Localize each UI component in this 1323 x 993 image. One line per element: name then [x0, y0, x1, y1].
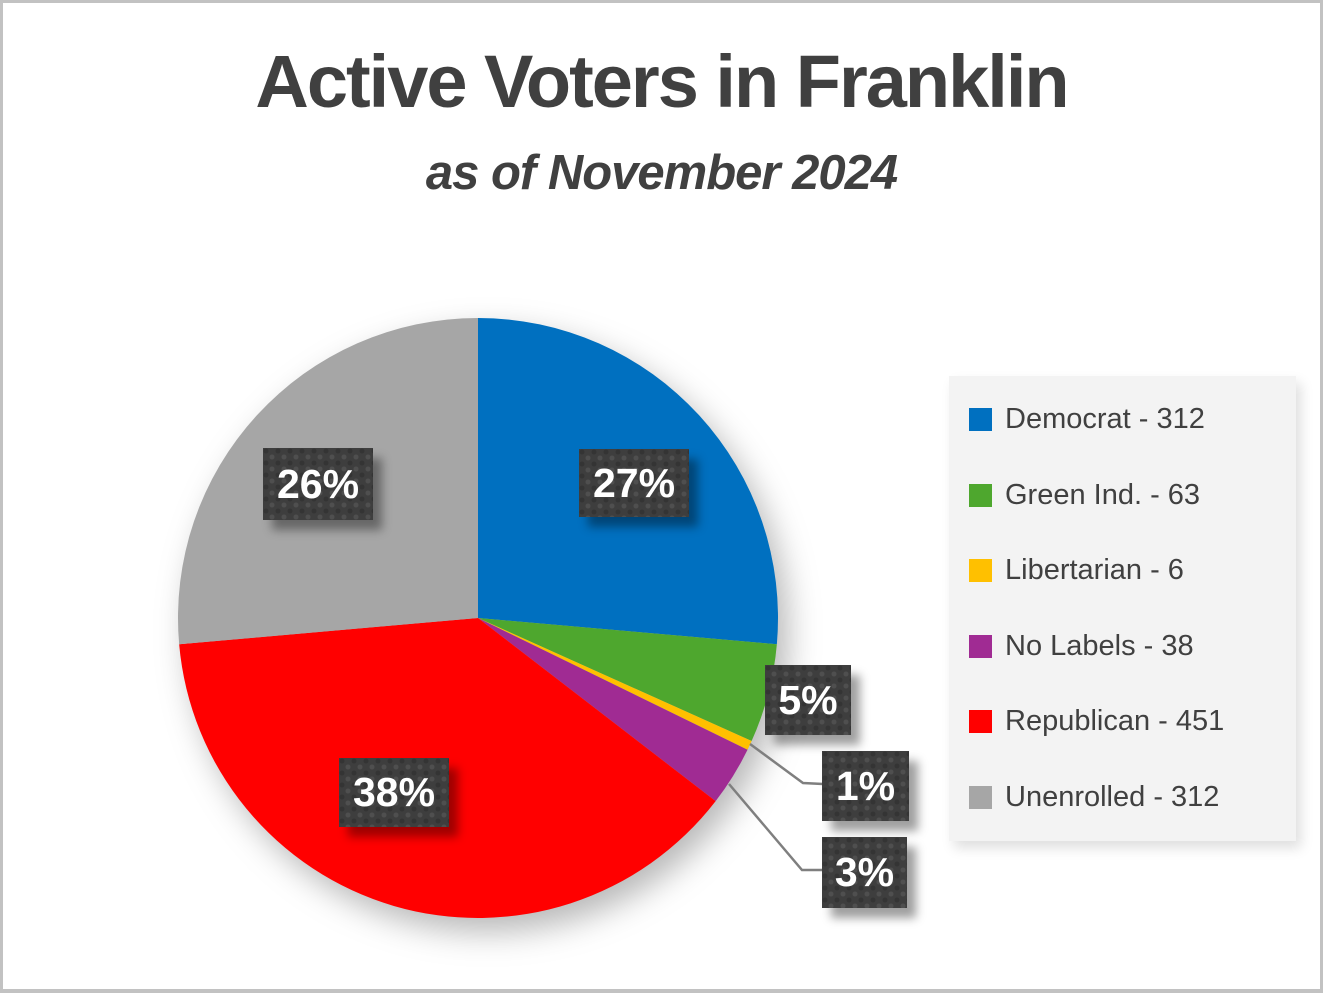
leader-line-no-labels [728, 783, 823, 872]
data-label-republican: 38% [339, 758, 449, 827]
chart-subtitle: as of November 2024 [425, 146, 898, 200]
legend: Democrat - 312 Green Ind. - 63 Libertari… [949, 376, 1296, 841]
legend-swatch-unenrolled [969, 785, 992, 809]
legend-label-no-labels: No Labels - 38 [1005, 629, 1194, 662]
legend-item-green-ind: Green Ind. - 63 [949, 478, 1296, 511]
pie-slice-green-ind [478, 618, 777, 742]
legend-label-democrat: Democrat - 312 [1005, 403, 1205, 436]
leader-lines [728, 742, 824, 872]
chart-title: Active Voters in Franklin [255, 40, 1069, 123]
legend-swatch-libertarian [969, 559, 992, 583]
pie-slices [177, 318, 779, 918]
legend-item-democrat: Democrat - 312 [949, 405, 1296, 434]
legend-swatch-no-labels [969, 634, 992, 658]
data-label-no-labels: 3% [822, 837, 907, 908]
legend-swatch-green-ind [969, 483, 992, 507]
legend-item-unenrolled: Unenrolled - 312 [949, 780, 1296, 813]
data-label-libertarian: 1% [822, 751, 909, 821]
legend-item-libertarian: Libertarian - 6 [949, 556, 1296, 585]
leader-line-libertarian [749, 742, 824, 786]
legend-label-unenrolled: Unenrolled - 312 [1005, 780, 1220, 813]
legend-item-republican: Republican - 451 [949, 707, 1296, 736]
legend-label-libertarian: Libertarian - 6 [1005, 554, 1184, 587]
legend-label-green-ind: Green Ind. - 63 [1005, 478, 1201, 511]
pie-slice-libertarian [478, 618, 752, 750]
data-label-green-ind: 5% [765, 665, 851, 735]
legend-item-no-labels: No Labels - 38 [949, 629, 1296, 662]
legend-swatch-republican [969, 710, 992, 734]
legend-label-republican: Republican - 451 [1005, 705, 1225, 738]
data-label-democrat: 27% [579, 449, 689, 517]
pie-slice-no-labels [478, 618, 748, 802]
data-label-unenrolled: 26% [263, 448, 373, 520]
legend-swatch-democrat [969, 408, 992, 432]
